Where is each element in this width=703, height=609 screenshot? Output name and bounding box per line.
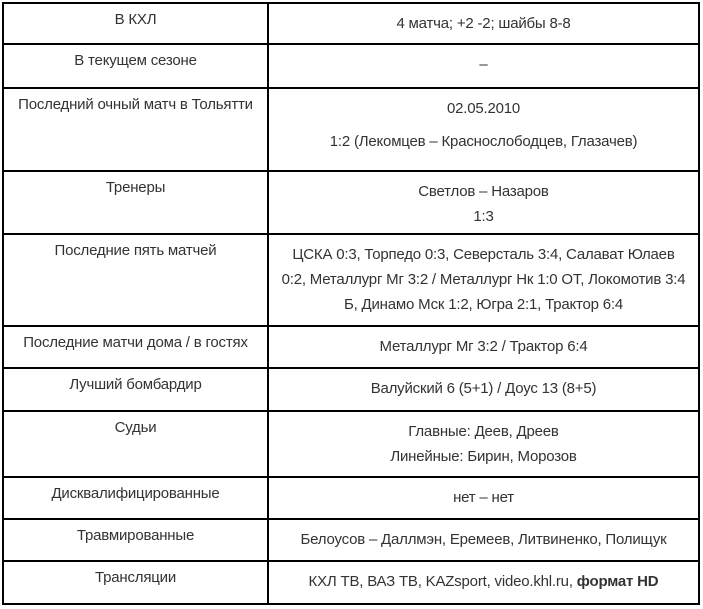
table-row: В КХЛ 4 матча; +2 -2; шайбы 8-8 xyxy=(2,2,700,45)
value-paragraph: Белоусов – Даллмэн, Еремеев, Литвиненко,… xyxy=(279,527,688,552)
row-label: Дисквалифицированные xyxy=(2,476,269,520)
row-label: Последний очный матч в Тольятти xyxy=(2,87,269,172)
row-value: Главные: Деев, Дреев Линейные: Бирин, Мор… xyxy=(267,410,700,478)
table-row: Последние пять матчей ЦСКА 0:3, Торпедо 0… xyxy=(2,233,700,327)
row-label: Трансляции xyxy=(2,560,269,605)
value-text: Светлов – Назаров xyxy=(418,183,549,200)
table-row: Трансляции КХЛ ТВ, ВАЗ ТВ, KAZsport, vide… xyxy=(2,560,700,605)
table-row: Травмированные Белоусов – Даллмэн, Еремее… xyxy=(2,518,700,562)
value-text: 1:3 xyxy=(473,208,494,225)
table-row: Тренеры Светлов – Назаров 1:3 xyxy=(2,170,700,235)
value-text: – xyxy=(479,56,488,73)
table-row: Последние матчи дома / в гостях Металлург… xyxy=(2,325,700,369)
row-value: ЦСКА 0:3, Торпедо 0:3, Северсталь 3:4, С… xyxy=(267,233,700,327)
value-text: Валуйский 6 (5+1) / Доус 13 (8+5) xyxy=(370,380,597,397)
value-paragraph: Главные: Деев, Дреев Линейные: Бирин, Мор… xyxy=(279,419,688,469)
row-label: Лучший бомбардир xyxy=(2,367,269,412)
value-text: Линейные: Бирин, Морозов xyxy=(390,448,577,465)
value-paragraph: Металлург Мг 3:2 / Трактор 6:4 xyxy=(279,334,688,359)
value-text: 1:2 (Лекомцев – Краснослободцев, Глазаче… xyxy=(329,133,638,150)
row-value: Светлов – Назаров 1:3 xyxy=(267,170,700,235)
table-row: Последний очный матч в Тольятти 02.05.201… xyxy=(2,87,700,172)
table-row: В текущем сезоне – xyxy=(2,43,700,89)
value-paragraph: 4 матча; +2 -2; шайбы 8-8 xyxy=(279,11,688,36)
value-paragraph: – xyxy=(279,52,688,77)
table-row: Лучший бомбардир Валуйский 6 (5+1) / Доус… xyxy=(2,367,700,412)
value-text: 4 матча; +2 -2; шайбы 8-8 xyxy=(396,15,571,32)
value-paragraph: нет – нет xyxy=(279,485,688,510)
value-paragraph: Валуйский 6 (5+1) / Доус 13 (8+5) xyxy=(279,376,688,401)
value-text: нет – нет xyxy=(453,489,514,506)
row-value: Металлург Мг 3:2 / Трактор 6:4 xyxy=(267,325,700,369)
row-label: Последние матчи дома / в гостях xyxy=(2,325,269,369)
value-text: 02.05.2010 xyxy=(446,100,521,117)
row-value: – xyxy=(267,43,700,89)
value-paragraph: 1:2 (Лекомцев – Краснослободцев, Глазаче… xyxy=(279,129,688,154)
row-value: Валуйский 6 (5+1) / Доус 13 (8+5) xyxy=(267,367,700,412)
value-paragraph: ЦСКА 0:3, Торпедо 0:3, Северсталь 3:4, С… xyxy=(279,242,688,317)
row-value: 4 матча; +2 -2; шайбы 8-8 xyxy=(267,2,700,45)
row-label: В текущем сезоне xyxy=(2,43,269,89)
row-label: Тренеры xyxy=(2,170,269,235)
row-value: 02.05.2010 1:2 (Лекомцев – Краснослободце… xyxy=(267,87,700,172)
row-label: В КХЛ xyxy=(2,2,269,45)
row-label: Травмированные xyxy=(2,518,269,562)
value-text: КХЛ ТВ, ВАЗ ТВ, KAZsport, video.khl.ru, xyxy=(308,573,577,590)
value-paragraph: Светлов – Назаров 1:3 xyxy=(279,179,688,229)
row-value: КХЛ ТВ, ВАЗ ТВ, KAZsport, video.khl.ru, … xyxy=(267,560,700,605)
table-row: Дисквалифицированные нет – нет xyxy=(2,476,700,520)
value-text: ЦСКА 0:3, Торпедо 0:3, Северсталь 3:4, С… xyxy=(281,246,686,313)
value-text: Главные: Деев, Дреев xyxy=(408,423,559,440)
value-text-bold: формат HD xyxy=(576,573,659,590)
table-row: Судьи Главные: Деев, Дреев Линейные: Бирин… xyxy=(2,410,700,478)
value-paragraph: КХЛ ТВ, ВАЗ ТВ, KAZsport, video.khl.ru, … xyxy=(279,569,688,594)
row-label: Последние пять матчей xyxy=(2,233,269,327)
value-paragraph: 02.05.2010 xyxy=(279,96,688,121)
value-text: Металлург Мг 3:2 / Трактор 6:4 xyxy=(379,338,588,355)
value-text: Белоусов – Даллмэн, Еремеев, Литвиненко,… xyxy=(300,531,667,548)
row-value: нет – нет xyxy=(267,476,700,520)
row-value: Белоусов – Даллмэн, Еремеев, Литвиненко,… xyxy=(267,518,700,562)
row-label: Судьи xyxy=(2,410,269,478)
